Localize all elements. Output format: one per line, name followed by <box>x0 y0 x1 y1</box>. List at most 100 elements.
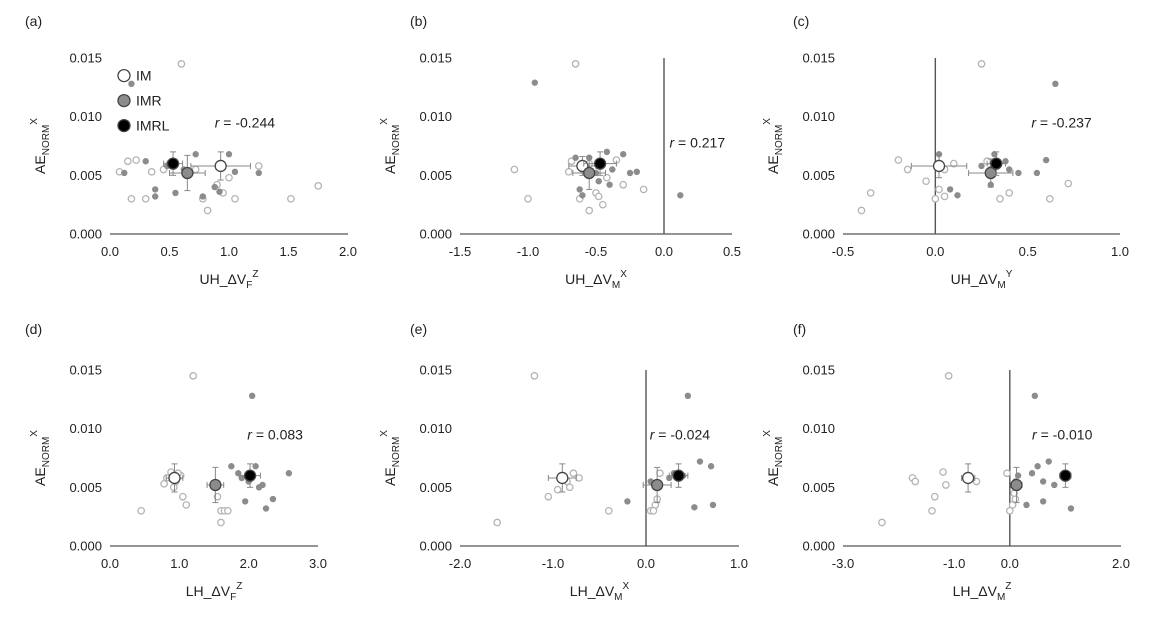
mean-imr <box>1010 466 1023 504</box>
y-tick-label: 0.010 <box>802 109 835 124</box>
panel-e: (e) 0.000 0.005 0.010 0.015 -2.0 -1.0 0.0 1.0 LH_… <box>379 321 748 603</box>
point-imr <box>228 463 235 470</box>
point-im <box>935 185 943 194</box>
point-imr <box>684 392 692 400</box>
x-axis-label: LH_ΔVMZ <box>953 581 1012 603</box>
point-im <box>940 192 949 201</box>
mean-im <box>190 151 251 181</box>
y-axis-label: AENORMX <box>379 118 402 174</box>
y-tick-label: 0.005 <box>419 168 452 183</box>
mean-imr <box>642 466 672 504</box>
panel-label: (d) <box>25 321 42 337</box>
point-im <box>254 162 263 170</box>
point-im <box>1005 189 1014 197</box>
point-im <box>224 506 232 515</box>
point-imr <box>225 151 233 158</box>
point-imr <box>603 148 611 156</box>
point-imr <box>1031 392 1039 400</box>
panel-f: (f) 0.000 0.005 0.010 0.015 -3.0 -1.0 0.0 2.0 LH_… <box>762 321 1130 603</box>
panel-label: (a) <box>25 13 42 29</box>
y-tick-label: 0.005 <box>802 168 835 183</box>
point-imr <box>142 158 149 165</box>
y-tick-label: 0.010 <box>419 421 452 436</box>
mean-imrl <box>986 151 1007 176</box>
y-tick-label: 0.005 <box>69 480 102 495</box>
point-imr <box>1023 501 1030 509</box>
mean-marker-imr <box>583 166 596 180</box>
point-imr <box>255 169 262 177</box>
point-imr <box>1042 156 1050 164</box>
mean-marker-imrl <box>593 157 607 170</box>
point-imr <box>199 193 207 200</box>
point-imr <box>1051 481 1058 489</box>
point-imr <box>709 501 717 509</box>
point-im <box>944 372 953 380</box>
point-imr <box>572 154 579 161</box>
point-im <box>553 485 562 494</box>
y-tick-label: 0.010 <box>419 109 452 124</box>
point-imr <box>626 169 634 177</box>
mean-imrl <box>668 463 689 488</box>
mean-im <box>960 463 976 493</box>
point-im <box>603 173 611 182</box>
mean-marker-im <box>961 471 975 485</box>
x-tick-label: -1.0 <box>943 556 965 571</box>
point-imr <box>128 80 135 88</box>
point-im <box>124 157 132 166</box>
x-tick-label: 0.0 <box>926 244 944 259</box>
mean-marker-im <box>932 159 946 173</box>
point-im <box>314 182 323 190</box>
point-im <box>530 372 539 380</box>
point-im <box>598 200 607 209</box>
point-imr <box>620 151 627 158</box>
point-im <box>544 492 553 501</box>
legend-label: IM <box>136 68 152 84</box>
mean-marker-imr <box>209 478 222 492</box>
x-tick-label: 0.5 <box>160 244 178 259</box>
y-tick-label: 0.000 <box>802 227 835 242</box>
panel-c: (c) 0.000 0.005 0.010 0.015 -0.5 0.0 0.5 1.0 UH_Δ… <box>762 13 1129 291</box>
point-imr <box>946 186 954 193</box>
point-imr <box>595 178 602 185</box>
x-tick-label: 0.0 <box>1001 556 1019 571</box>
point-imr <box>259 481 266 489</box>
y-tick-label: 0.000 <box>419 227 452 242</box>
mean-imrl <box>1059 463 1072 488</box>
point-imr <box>248 392 256 400</box>
point-imr <box>1045 458 1052 465</box>
point-imr <box>285 470 293 477</box>
mean-imrl <box>583 151 617 176</box>
point-im <box>939 468 947 476</box>
mean-imr <box>572 156 607 190</box>
point-imr <box>606 181 613 188</box>
panel-label: (f) <box>793 321 806 337</box>
mean-marker-im <box>168 471 181 485</box>
point-im <box>510 165 519 174</box>
point-imr <box>252 463 259 470</box>
point-im <box>996 194 1004 203</box>
x-tick-label: 0.5 <box>1019 244 1037 259</box>
mean-marker-im <box>556 471 569 485</box>
point-im <box>182 501 191 509</box>
y-tick-label: 0.005 <box>69 168 102 183</box>
point-imr <box>707 463 715 470</box>
x-tick-label: 0.0 <box>101 556 119 571</box>
y-tick-label: 0.000 <box>419 539 452 554</box>
mean-im <box>165 463 184 493</box>
x-tick-label: 0.5 <box>723 244 741 259</box>
point-imr <box>152 193 159 200</box>
y-tick-label: 0.010 <box>69 109 102 124</box>
point-im <box>619 180 628 189</box>
x-tick-label: -0.5 <box>832 244 854 259</box>
mean-marker-imrl <box>990 157 1003 170</box>
point-im <box>857 206 866 215</box>
y-tick-label: 0.005 <box>802 480 835 495</box>
point-imr <box>696 458 704 465</box>
legend-label: IMRL <box>136 118 170 134</box>
x-tick-label: 1.0 <box>170 556 188 571</box>
r-value-label: r = -0.010 <box>1032 427 1093 443</box>
y-tick-label: 0.015 <box>419 51 452 66</box>
point-imr <box>1039 498 1047 505</box>
point-im <box>928 506 936 515</box>
point-im <box>564 167 573 176</box>
